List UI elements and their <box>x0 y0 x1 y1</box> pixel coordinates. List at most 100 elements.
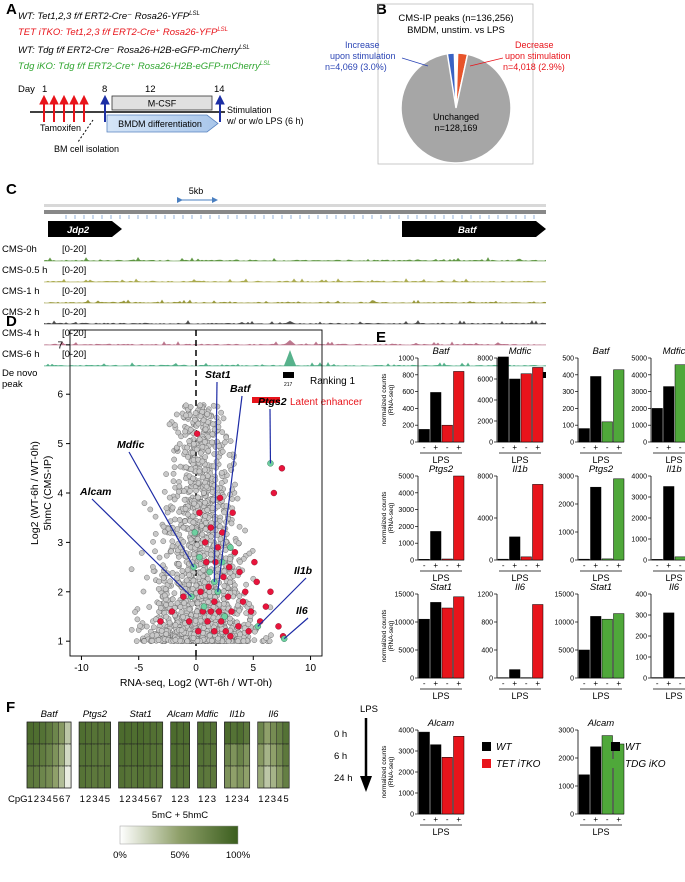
scatter-point-grey <box>162 586 169 592</box>
scale-bar-label: 5kb <box>189 186 204 196</box>
y-tick-label: 4000 <box>631 372 647 379</box>
track-row: CMS-0h [0-20] <box>2 244 546 262</box>
scatter-point-grey <box>221 568 228 575</box>
scatter-point-red <box>262 603 270 610</box>
y-tick-label: 200 <box>402 423 414 430</box>
scatter-point-green <box>219 558 226 566</box>
heatmap-cell <box>183 743 190 767</box>
lps-label: LPS <box>665 455 682 465</box>
day-8: 8 <box>102 84 107 95</box>
bar <box>418 429 430 443</box>
scatter-point-grey <box>147 506 154 513</box>
heatmap-gene-label: Mdfic <box>196 709 219 720</box>
pie-slice-unchanged <box>400 52 512 164</box>
track-range: [0-20] <box>62 286 86 297</box>
tamoxifen-arrows-icon <box>39 94 89 122</box>
cpg-label: 6 <box>59 794 64 805</box>
scatter-point-grey <box>192 410 199 416</box>
scatter-point-grey <box>190 457 197 463</box>
bar <box>651 408 663 443</box>
heatmap-cell <box>170 765 178 789</box>
heatmap-cell <box>282 765 290 789</box>
subplot-title: Stat1 <box>590 582 612 593</box>
scatter-point-grey <box>185 454 191 460</box>
heatmap-cell <box>39 765 47 789</box>
subplot-title: Il6 <box>515 582 526 593</box>
heatmap-cell <box>203 743 211 767</box>
scatter-point-red <box>207 608 215 615</box>
gene-label-jdp2: Jdp2 <box>67 225 90 236</box>
track-name: CMS-2 h <box>2 307 39 318</box>
cpg-label: 1 <box>225 794 230 805</box>
track-signal <box>44 278 546 282</box>
y-tick-label: 4 <box>57 489 63 500</box>
scatter-point-grey <box>169 538 176 545</box>
chromosome-ideogram <box>44 204 546 207</box>
scatter-point-grey <box>193 446 200 453</box>
y-tick-label: 1000 <box>558 784 574 791</box>
bar <box>578 649 590 679</box>
heatmap-cell <box>243 743 250 767</box>
bar <box>520 556 532 561</box>
heatmap-cell <box>78 721 86 745</box>
bar <box>441 558 453 561</box>
bar <box>532 604 544 679</box>
bar <box>509 378 521 443</box>
heatmap-cell <box>276 765 284 789</box>
bar <box>418 618 430 679</box>
category-label: - <box>583 561 586 570</box>
scatter-point-grey <box>217 523 223 530</box>
scatter-point-grey <box>218 469 225 476</box>
decrease-count: n=4,018 (2.9%) <box>503 62 565 72</box>
bar <box>532 367 544 443</box>
heatmap-cell <box>118 721 126 745</box>
y-tick-label: 400 <box>562 372 574 379</box>
scatter-point-grey <box>190 475 196 482</box>
scatter-point-red <box>168 608 176 615</box>
scatter-point-grey <box>133 638 140 644</box>
scatter-point-red <box>195 628 202 635</box>
bar <box>509 536 521 561</box>
scatter-point-red <box>278 465 286 472</box>
heatmap-cell <box>243 721 250 745</box>
category-label: - <box>525 443 528 452</box>
heatmap-cell <box>85 743 92 767</box>
category-label: - <box>679 561 682 570</box>
y-tick-label: 2000 <box>477 419 493 426</box>
scatter-point-grey <box>196 436 203 443</box>
category-label: + <box>512 443 517 452</box>
legend-tdg: WT TDG iKO <box>611 742 666 770</box>
scatter-point-red <box>212 558 219 566</box>
gene-leader-line <box>257 577 307 627</box>
scatter-point-grey <box>204 507 211 513</box>
gene-label: Batf <box>230 383 252 395</box>
scatter-point-grey <box>158 628 165 634</box>
heatmap-cell <box>52 765 59 789</box>
lps-label: LPS <box>511 691 528 701</box>
track-row: CMS-6 h [0-20] <box>2 349 546 367</box>
y-tick-label: 300 <box>562 389 574 396</box>
heatmap-cell <box>124 721 132 745</box>
category-label: + <box>512 561 517 570</box>
scatter-point-grey <box>172 516 178 523</box>
y-tick-label: 8000 <box>477 356 493 363</box>
scatter-point-grey <box>211 482 218 489</box>
heatmap-cell <box>104 765 111 789</box>
bar <box>441 757 453 815</box>
heatmap-cell <box>183 765 190 789</box>
y-label-2: (RNA-seq) <box>388 621 395 652</box>
track-signal <box>44 257 546 261</box>
scatter-point-red <box>220 573 227 581</box>
scatter-point-grey <box>146 604 153 610</box>
subplot-title: Il6 <box>669 582 680 593</box>
category-label: - <box>583 679 586 688</box>
latent-enhancer-bar <box>252 397 280 403</box>
stimulation-sub-label: w/ or w/o LPS (6 h) <box>226 116 304 126</box>
bar <box>532 484 544 561</box>
scatter-point-grey <box>137 623 143 629</box>
heatmap-cell <box>118 743 126 767</box>
y-tick-label: 4000 <box>398 728 414 735</box>
scatter-point-red <box>217 618 225 625</box>
y-tick-label: 0 <box>643 676 647 683</box>
